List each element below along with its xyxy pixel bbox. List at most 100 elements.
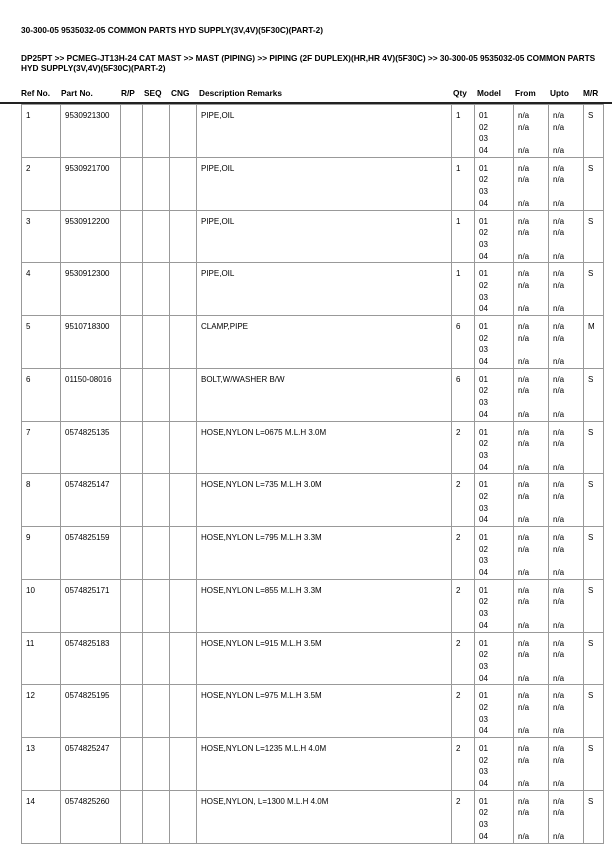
- upto-cell: n/a n/a n/a: [548, 789, 584, 844]
- model-line: 02: [479, 702, 488, 712]
- from-line: n/a: [518, 409, 530, 419]
- upto-line: [553, 450, 579, 462]
- seq-cell: [142, 315, 170, 369]
- breadcrumb: DP25PT >> PCMEG-JT13H-24 CAT MAST >> MAS…: [21, 53, 596, 73]
- upto-line: n/a: [553, 122, 565, 132]
- from-line: [518, 239, 544, 251]
- cng-cell: [169, 789, 197, 844]
- model-cell: 01 02 03 04: [474, 684, 514, 738]
- seq-cell: [142, 104, 170, 158]
- ref-cell: 2: [21, 156, 61, 211]
- mr-cell: S: [583, 420, 604, 475]
- from-line: n/a: [518, 808, 530, 818]
- model-line: 03: [479, 609, 488, 619]
- from-cell: n/a n/a n/a: [513, 262, 549, 316]
- upto-line: n/a: [553, 198, 565, 208]
- from-line: [518, 608, 544, 620]
- upto-cell: n/a n/a n/a: [548, 262, 584, 316]
- upto-line: n/a: [553, 409, 565, 419]
- upto-line: [553, 292, 579, 304]
- rp-cell: [120, 578, 143, 633]
- mr-cell: S: [583, 262, 604, 316]
- seq-cell: [142, 789, 170, 844]
- mr-cell: S: [583, 526, 604, 580]
- parts-table: 1 9530921300 PIPE,OIL 1 01 02 03 04 n/a n/a n/a n/a…: [21, 104, 604, 844]
- cng-cell: [169, 420, 197, 475]
- from-line: n/a: [518, 779, 530, 789]
- table-row: 2 9530921700 PIPE,OIL 1 01 02 03 04 n/a n/a n/a n/a…: [21, 156, 604, 211]
- upto-line: n/a: [553, 691, 565, 701]
- description-cell: HOSE,NYLON, L=1300 M.L.H 4.0M: [196, 789, 452, 844]
- description-cell: HOSE,NYLON L=795 M.L.H 3.3M: [196, 526, 452, 580]
- seq-cell: [142, 631, 170, 686]
- cng-cell: [169, 526, 197, 580]
- model-line: 01: [479, 480, 488, 490]
- from-line: [518, 766, 544, 778]
- qty-cell: 2: [451, 578, 475, 633]
- model-line: 02: [479, 650, 488, 660]
- from-cell: n/a n/a n/a: [513, 367, 549, 422]
- part-no-cell: 9530921300: [60, 104, 121, 158]
- upto-line: n/a: [553, 427, 565, 437]
- model-line: 04: [479, 251, 488, 261]
- upto-line: n/a: [553, 779, 565, 789]
- from-line: n/a: [518, 691, 530, 701]
- upto-line: n/a: [553, 175, 565, 185]
- mr-cell: S: [583, 684, 604, 738]
- ref-cell: 13: [21, 737, 61, 791]
- table-row: 5 9510718300 CLAMP,PIPE 6 01 02 03 04 n/a n/a n/a n…: [21, 315, 604, 369]
- model-cell: 01 02 03 04: [474, 789, 514, 844]
- cng-cell: [169, 631, 197, 686]
- from-line: [518, 555, 544, 567]
- part-no-cell: 0574825260: [60, 789, 121, 844]
- model-line: 04: [479, 779, 488, 789]
- from-line: [518, 133, 544, 145]
- part-no-cell: 9530912300: [60, 262, 121, 316]
- upto-line: n/a: [553, 808, 565, 818]
- qty-cell: 1: [451, 262, 475, 316]
- mr-cell: S: [583, 209, 604, 264]
- seq-cell: [142, 262, 170, 316]
- model-line: 04: [479, 831, 488, 841]
- from-line: [518, 661, 544, 673]
- model-line: 01: [479, 744, 488, 753]
- ref-cell: 8: [21, 473, 61, 527]
- from-line: n/a: [518, 533, 530, 542]
- from-cell: n/a n/a n/a: [513, 473, 549, 527]
- part-no-cell: 0574825135: [60, 420, 121, 475]
- qty-cell: 1: [451, 104, 475, 158]
- model-line: 01: [479, 269, 488, 279]
- upto-line: n/a: [553, 111, 565, 120]
- upto-line: n/a: [553, 374, 565, 384]
- cng-cell: [169, 104, 197, 158]
- from-line: n/a: [518, 462, 530, 472]
- ref-cell: 10: [21, 578, 61, 633]
- part-no-cell: 9530912200: [60, 209, 121, 264]
- upto-line: n/a: [553, 462, 565, 472]
- description-cell: PIPE,OIL: [196, 104, 452, 158]
- table-row: 1 9530921300 PIPE,OIL 1 01 02 03 04 n/a n/a n/a n/a…: [21, 104, 604, 158]
- col-seq: SEQ: [144, 88, 162, 98]
- description-cell: PIPE,OIL: [196, 262, 452, 316]
- model-line: 02: [479, 386, 488, 396]
- model-line: 04: [479, 357, 488, 367]
- model-line: 02: [479, 228, 488, 238]
- cng-cell: [169, 262, 197, 316]
- col-part: Part No.: [61, 88, 93, 98]
- from-line: n/a: [518, 374, 530, 384]
- from-line: n/a: [518, 744, 530, 753]
- description-cell: HOSE,NYLON L=915 M.L.H 3.5M: [196, 631, 452, 686]
- upto-line: [553, 661, 579, 673]
- upto-cell: n/a n/a n/a: [548, 473, 584, 527]
- from-cell: n/a n/a n/a: [513, 578, 549, 633]
- model-line: 04: [479, 620, 488, 630]
- cng-cell: [169, 684, 197, 738]
- cng-cell: [169, 156, 197, 211]
- table-row: 8 0574825147 HOSE,NYLON L=735 M.L.H 3.0M 2 0…: [21, 473, 604, 527]
- upto-line: [553, 819, 579, 831]
- from-line: [518, 450, 544, 462]
- rp-cell: [120, 420, 143, 475]
- from-line: n/a: [518, 597, 530, 607]
- model-line: 02: [479, 808, 488, 818]
- from-line: n/a: [518, 544, 530, 554]
